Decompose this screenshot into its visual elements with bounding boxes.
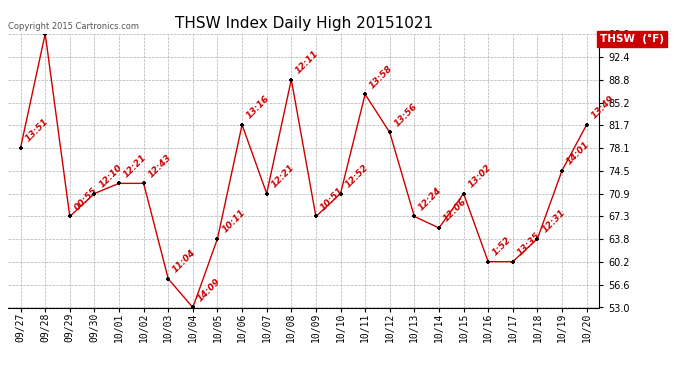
Point xyxy=(261,190,272,196)
Text: 12:10: 12:10 xyxy=(97,163,124,189)
Text: 12:43: 12:43 xyxy=(146,153,173,179)
Text: 13:51: 13:51 xyxy=(23,117,50,144)
Text: 11:04: 11:04 xyxy=(171,248,197,274)
Text: 13:02: 13:02 xyxy=(466,163,493,189)
Text: 10:11: 10:11 xyxy=(220,208,247,235)
Point xyxy=(310,213,322,219)
Text: 13:56: 13:56 xyxy=(393,102,419,128)
Point xyxy=(458,190,469,196)
Point xyxy=(15,145,26,151)
Point xyxy=(581,122,592,128)
Text: 12:21: 12:21 xyxy=(122,153,148,179)
Text: 14:01: 14:01 xyxy=(565,140,591,166)
Title: THSW Index Daily High 20151021: THSW Index Daily High 20151021 xyxy=(175,16,433,31)
Point xyxy=(113,180,125,186)
Text: 13:16: 13:16 xyxy=(245,94,271,121)
Point xyxy=(237,122,248,128)
Point xyxy=(556,168,567,174)
Text: 13:49: 13:49 xyxy=(589,94,616,121)
Point xyxy=(335,190,346,196)
Text: THSW  (°F): THSW (°F) xyxy=(600,34,664,44)
Point xyxy=(482,259,493,265)
Point xyxy=(532,236,543,242)
Point xyxy=(163,276,174,282)
Point xyxy=(359,91,371,97)
Point xyxy=(433,225,444,231)
Point xyxy=(507,259,518,265)
Text: 12:11: 12:11 xyxy=(294,49,321,75)
Point xyxy=(187,304,199,310)
Point xyxy=(64,213,75,219)
Point xyxy=(286,76,297,82)
Text: 12:21: 12:21 xyxy=(270,163,296,189)
Text: Copyright 2015 Cartronics.com: Copyright 2015 Cartronics.com xyxy=(8,22,139,31)
Text: 00:55: 00:55 xyxy=(72,186,99,212)
Text: 12:52: 12:52 xyxy=(344,163,370,189)
Point xyxy=(89,190,100,196)
Point xyxy=(40,31,51,37)
Text: 12:31: 12:31 xyxy=(540,208,566,235)
Text: 12:06: 12:06 xyxy=(442,197,469,224)
Text: 1:52: 1:52 xyxy=(491,235,513,258)
Point xyxy=(384,129,395,135)
Text: 14:09: 14:09 xyxy=(196,277,222,303)
Text: 13:35: 13:35 xyxy=(515,231,542,258)
Point xyxy=(212,236,223,242)
Text: 13:58: 13:58 xyxy=(368,63,395,90)
Point xyxy=(138,180,149,186)
Text: 12:24: 12:24 xyxy=(417,186,444,212)
Text: 10:51: 10:51 xyxy=(319,186,345,212)
Point xyxy=(408,213,420,219)
